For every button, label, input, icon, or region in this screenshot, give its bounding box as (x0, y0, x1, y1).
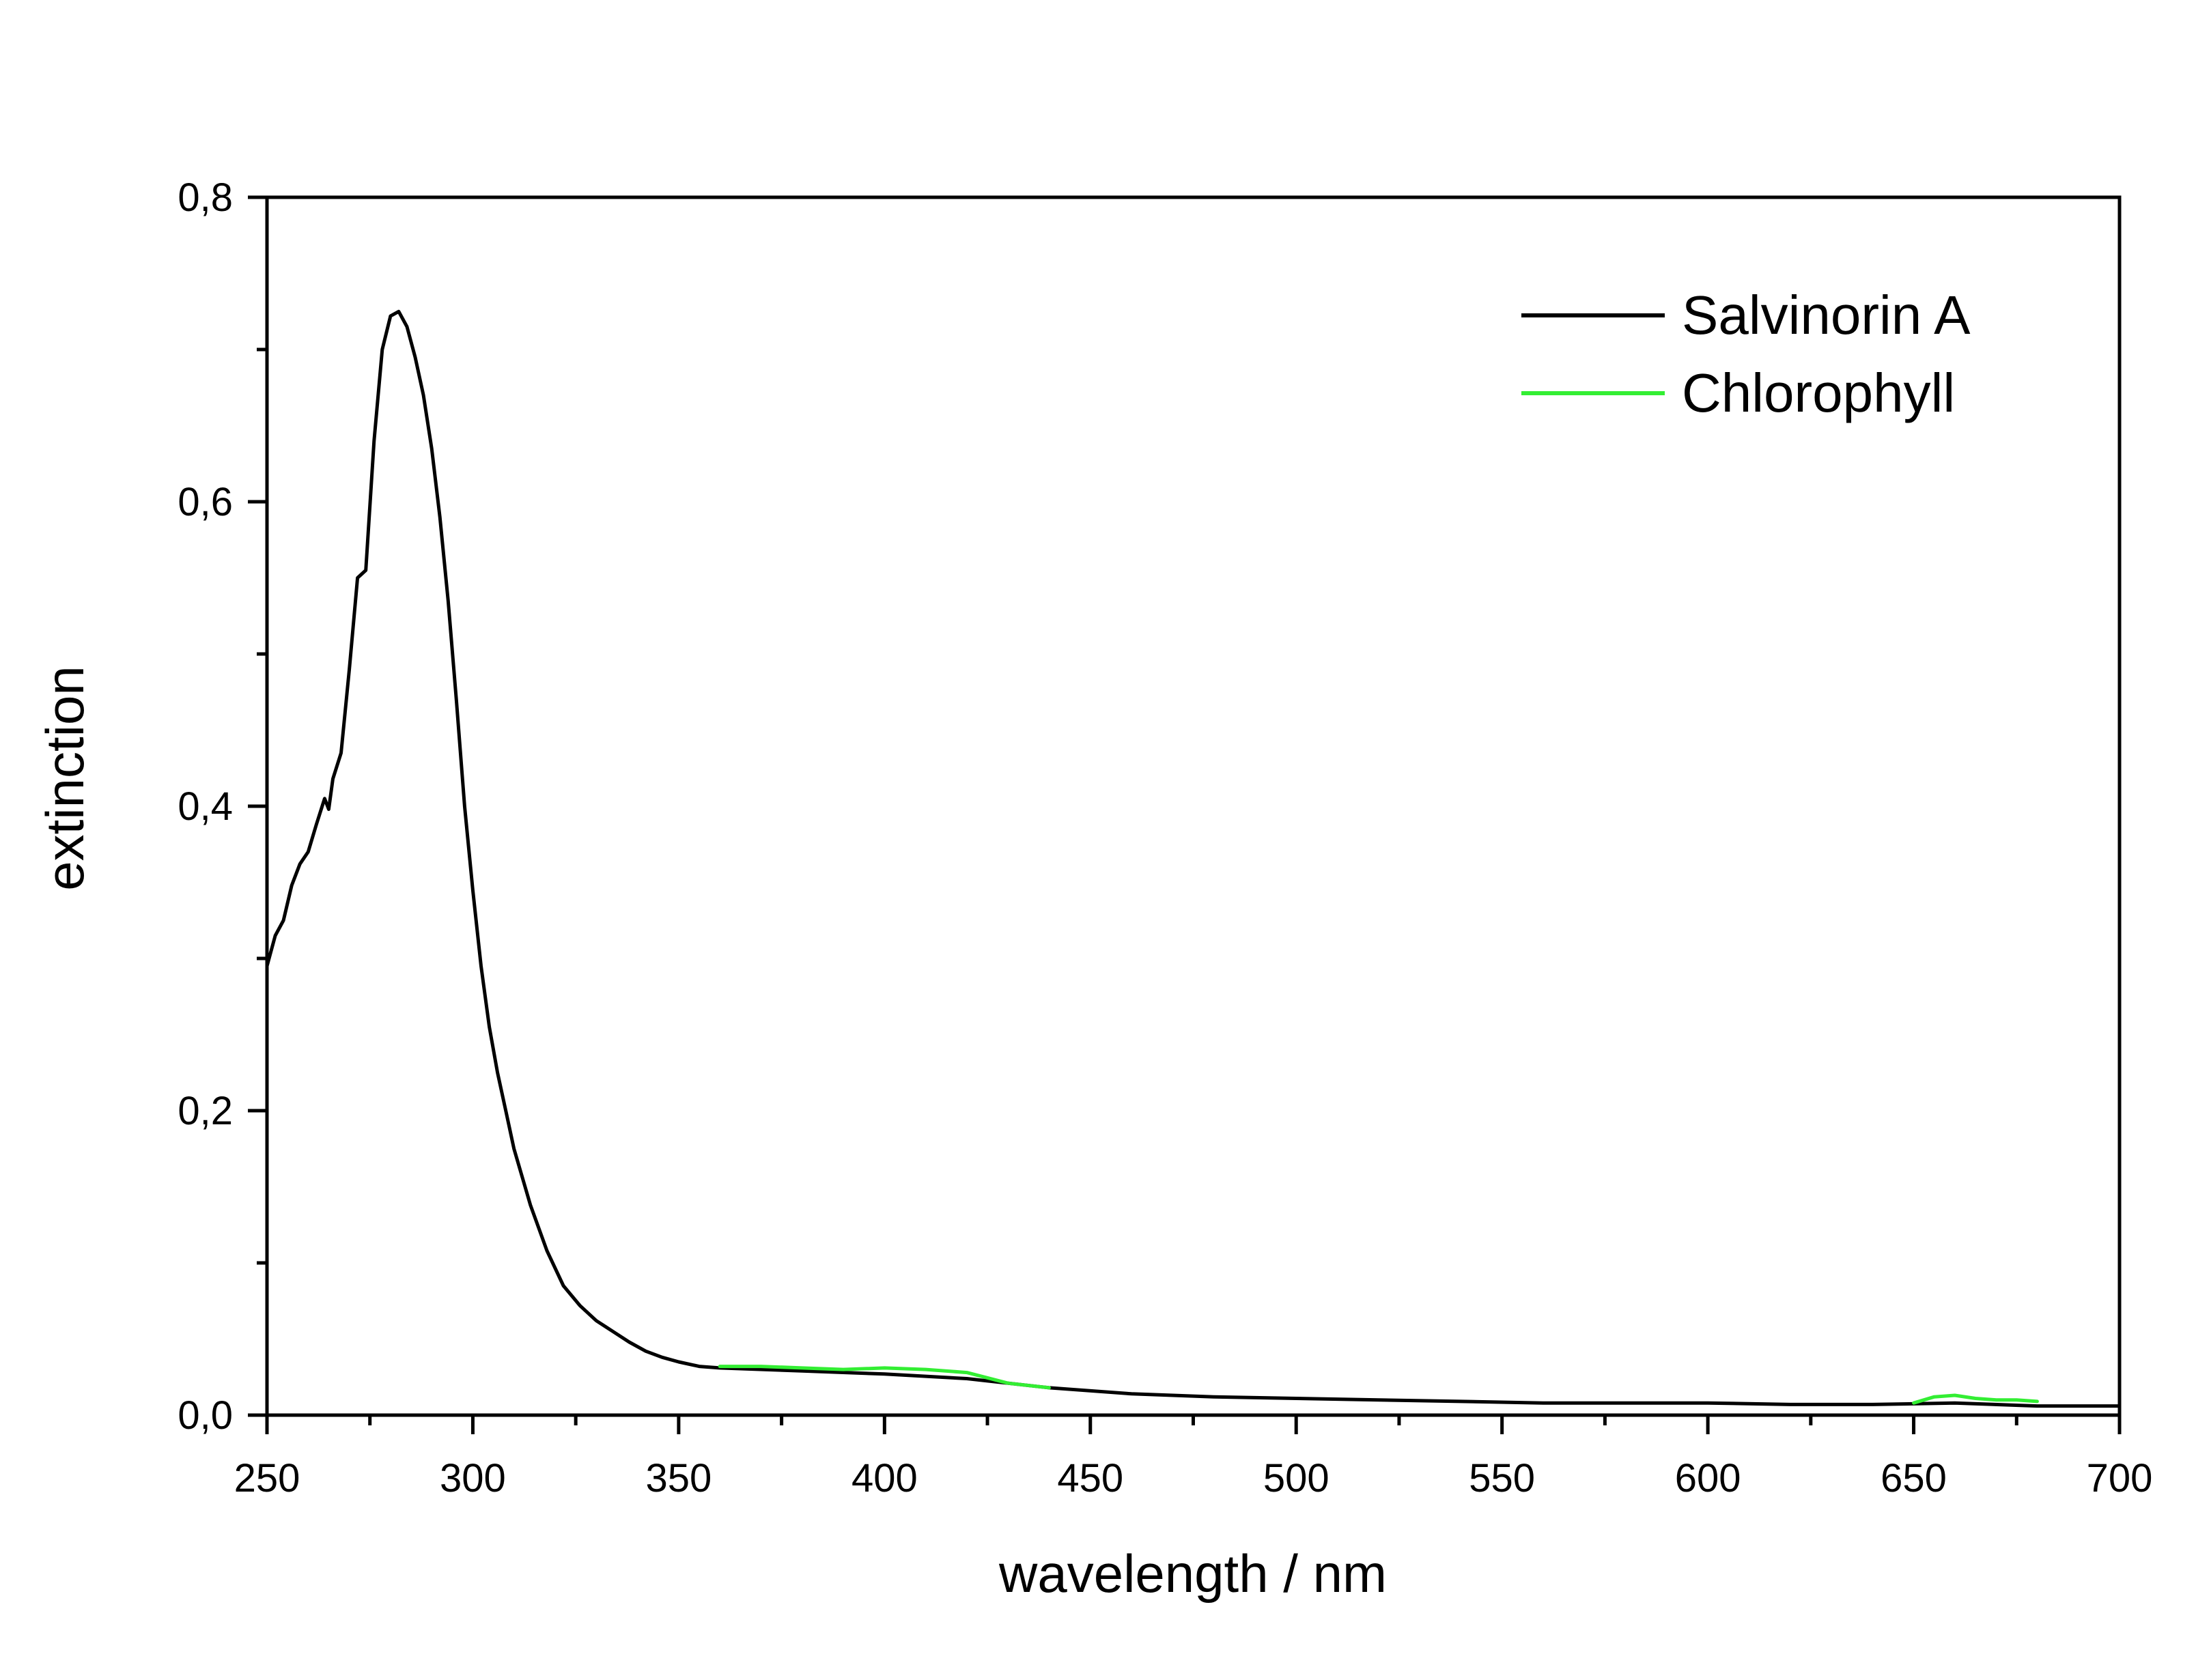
y-axis-title: extinction (35, 666, 95, 891)
y-tick-label: 0,6 (178, 480, 233, 524)
ticks-layer: 250 300 350 400 450 500 550 600 650 700 0,0 0,2 0,4 0… (178, 175, 2152, 1500)
x-tick-label: 250 (234, 1456, 300, 1500)
x-tick-label: 650 (1881, 1456, 1947, 1500)
y-tick-label: 0,4 (178, 784, 233, 829)
x-tick-label: 700 (2087, 1456, 2153, 1500)
x-tick-label: 400 (851, 1456, 918, 1500)
x-tick-label: 550 (1469, 1456, 1535, 1500)
series-line-salvinorin-a (265, 309, 2122, 1408)
legend-label-chlorophyll: Chlorophyll (1682, 362, 1955, 423)
series-line-chlorophyll-1 (718, 1365, 1051, 1390)
legend-label-salvinorin-a: Salvinorin A (1682, 285, 1971, 345)
x-tick-label: 450 (1057, 1456, 1123, 1500)
y-tick-label: 0,0 (178, 1393, 233, 1438)
x-tick-label: 350 (645, 1456, 712, 1500)
x-tick-label: 600 (1675, 1456, 1741, 1500)
x-axis-title: wavelength / nm (998, 1543, 1387, 1604)
y-tick-label: 0,8 (178, 175, 233, 220)
series-layer (265, 309, 2122, 1408)
y-tick-label: 0,2 (178, 1089, 233, 1133)
x-tick-label: 300 (440, 1456, 506, 1500)
legend: Salvinorin A Chlorophyll (1521, 285, 1971, 423)
series-line-chlorophyll-2 (1912, 1393, 2039, 1405)
x-tick-label: 500 (1263, 1456, 1329, 1500)
